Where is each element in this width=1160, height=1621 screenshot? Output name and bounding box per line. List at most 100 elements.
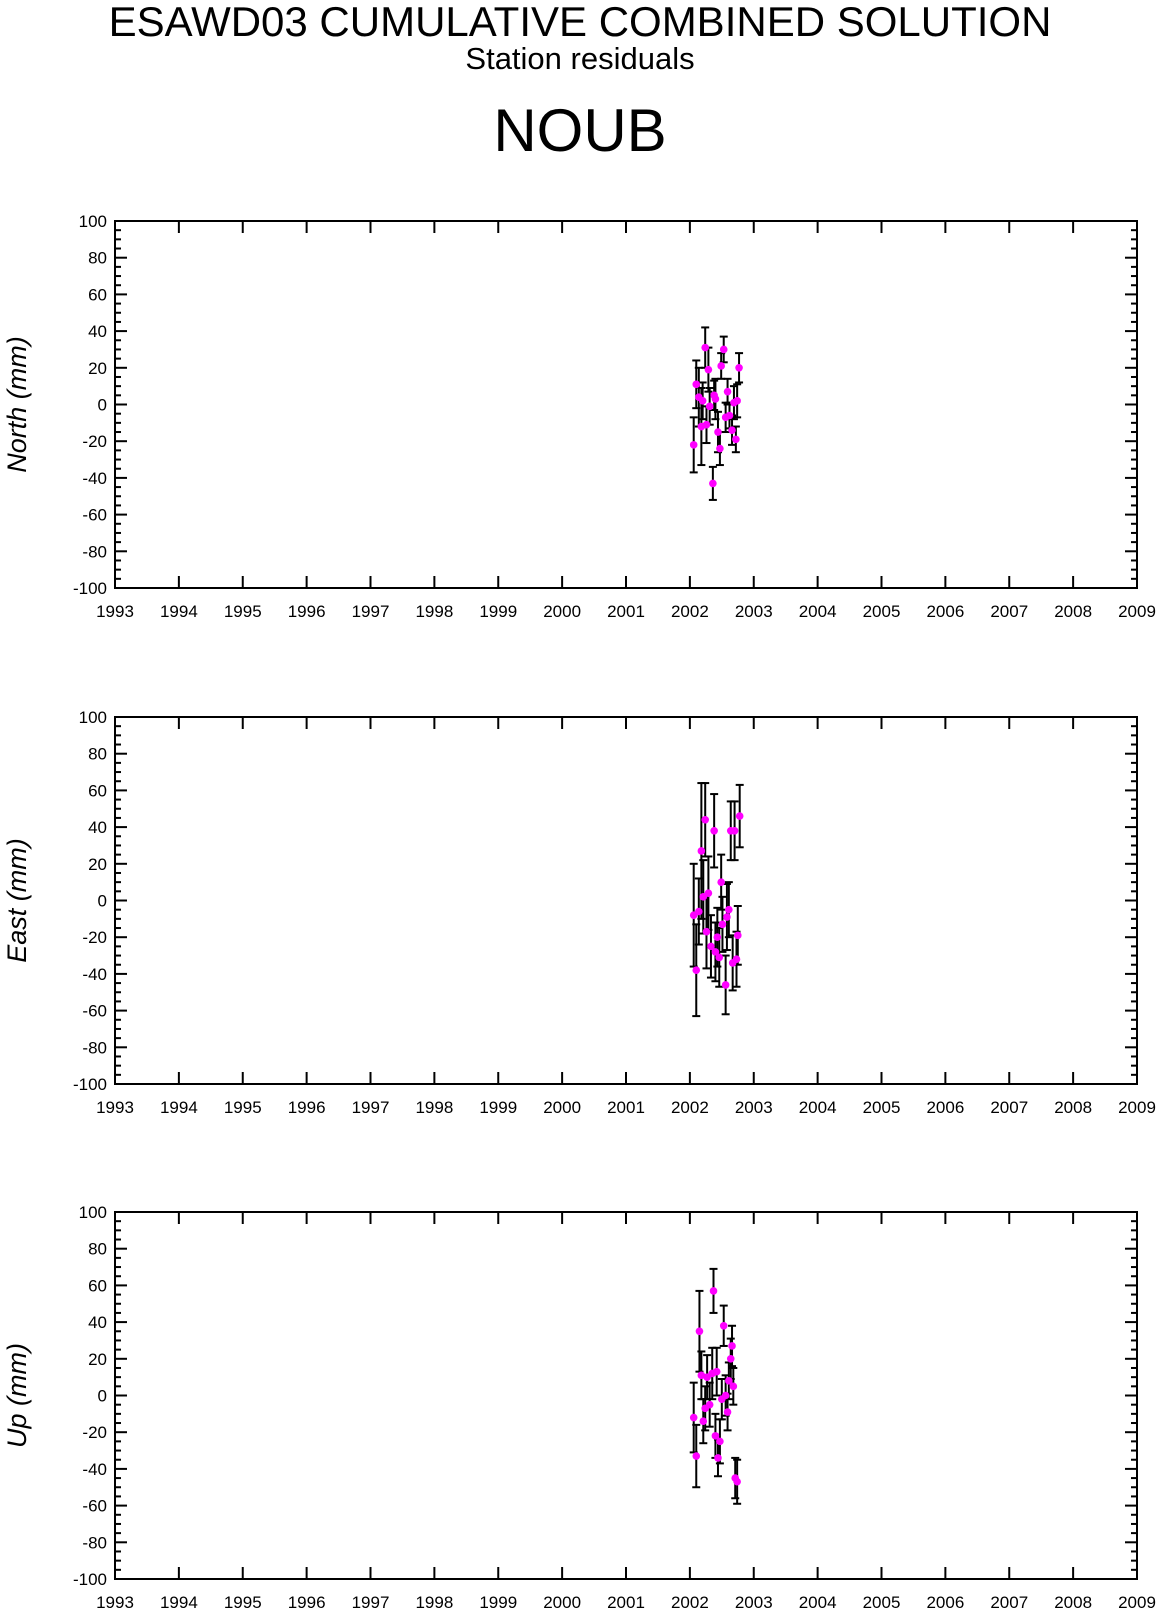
y-tick-label: -20 [82, 432, 107, 451]
data-point [709, 479, 717, 488]
x-tick-label: 2006 [926, 1098, 964, 1117]
x-tick-label: 2003 [735, 1098, 773, 1117]
data-point [692, 966, 701, 975]
x-tick-label: 2000 [543, 1593, 581, 1612]
y-tick-label: -100 [73, 1570, 107, 1589]
panel-3: 1993 1994 1995 1996 1997 1998 1999 2000 2001 2002… [2, 1203, 1156, 1612]
data-point [735, 364, 743, 372]
x-tick-label: 2009 [1118, 1593, 1156, 1612]
y-tick-label: 40 [88, 1313, 107, 1332]
x-tick-label: 2004 [799, 1098, 837, 1117]
x-tick-label: 2005 [863, 602, 901, 621]
data-point [692, 380, 701, 389]
x-tick-label: 2002 [671, 602, 709, 621]
data-point [716, 1437, 724, 1446]
data-point [697, 847, 706, 855]
x-tick-label: 2006 [926, 602, 964, 621]
x-tick-label: 2007 [990, 1593, 1028, 1612]
data-point [732, 955, 741, 964]
x-tick-label: 1999 [479, 1098, 517, 1117]
data-point [714, 428, 722, 436]
x-tick-label: 2009 [1118, 602, 1156, 621]
data-point [710, 826, 718, 835]
data-point [715, 953, 724, 962]
x-tick-label: 2001 [607, 1593, 645, 1612]
x-tick-label: 2004 [799, 1593, 837, 1612]
data-point [728, 1342, 736, 1350]
data-point [723, 387, 732, 396]
y-tick-label: 0 [98, 892, 107, 911]
y-tick-label: -40 [82, 965, 107, 984]
y-axis-label: East (mm) [2, 838, 32, 963]
data-point [726, 1355, 735, 1363]
x-tick-label: 1999 [479, 602, 517, 621]
y-tick-label: -20 [82, 1423, 107, 1442]
chart-title: ESAWD03 CUMULATIVE COMBINED SOLUTION [108, 0, 1052, 45]
y-tick-label: 80 [88, 745, 107, 764]
x-tick-label: 1994 [160, 602, 198, 621]
y-tick-label: 40 [88, 818, 107, 837]
x-tick-label: 2001 [607, 1098, 645, 1117]
y-tick-label: 20 [88, 1350, 107, 1369]
x-tick-label: 2008 [1054, 1098, 1092, 1117]
x-tick-label: 1995 [224, 1593, 262, 1612]
x-tick-label: 1994 [160, 1593, 198, 1612]
x-tick-label: 1995 [224, 1098, 262, 1117]
data-point [729, 1382, 738, 1391]
data-point [716, 444, 724, 453]
x-tick-label: 2006 [926, 1593, 964, 1612]
y-tick-label: -80 [82, 1038, 107, 1057]
data-point [719, 345, 728, 354]
x-tick-label: 1993 [96, 1593, 134, 1612]
y-tick-label: -60 [82, 1002, 107, 1021]
data-point [714, 1454, 722, 1462]
y-tick-label: 80 [88, 1240, 107, 1259]
data-point [701, 815, 710, 824]
data-point [695, 907, 703, 916]
x-tick-label: 2008 [1054, 602, 1092, 621]
y-tick-label: -40 [82, 469, 107, 488]
y-tick-label: -100 [73, 579, 107, 598]
data-point [702, 420, 711, 429]
x-tick-label: 2005 [863, 1593, 901, 1612]
y-tick-label: 0 [98, 1387, 107, 1406]
data-point [723, 1408, 732, 1416]
y-tick-label: 60 [88, 1276, 107, 1295]
chart-subtitle: Station residuals [465, 41, 695, 76]
data-point [709, 1287, 718, 1295]
y-tick-label: -40 [82, 1460, 107, 1479]
x-tick-label: 1993 [96, 602, 134, 621]
x-tick-label: 2003 [735, 1593, 773, 1612]
data-point [733, 931, 742, 940]
data-point [725, 905, 733, 914]
x-tick-label: 2005 [863, 1098, 901, 1117]
y-axis-label: North (mm) [2, 336, 32, 473]
y-axis-label: Up (mm) [2, 1343, 32, 1448]
y-tick-label: 80 [88, 249, 107, 268]
y-tick-label: -60 [82, 506, 107, 525]
data-point [704, 365, 713, 374]
data-point [701, 343, 710, 352]
x-tick-label: 2008 [1054, 1593, 1092, 1612]
x-tick-label: 2000 [543, 1098, 581, 1117]
data-point [705, 402, 714, 411]
x-tick-label: 1997 [352, 1098, 390, 1117]
data-point [733, 1477, 741, 1486]
y-tick-label: 40 [88, 322, 107, 341]
x-tick-label: 2003 [735, 602, 773, 621]
data-point [718, 920, 727, 929]
data-point [719, 1321, 728, 1330]
x-tick-label: 1994 [160, 1098, 198, 1117]
data-point [699, 1417, 708, 1425]
y-tick-label: -80 [82, 542, 107, 561]
x-tick-label: 1999 [479, 1593, 517, 1612]
data-point [730, 826, 739, 835]
data-point [717, 362, 725, 370]
y-tick-label: 100 [79, 212, 107, 231]
data-point [697, 1371, 706, 1380]
x-tick-label: 1997 [352, 1593, 390, 1612]
data-point [717, 878, 725, 886]
y-tick-label: 60 [88, 285, 107, 304]
data-point [707, 942, 715, 951]
data-point [711, 1432, 720, 1440]
